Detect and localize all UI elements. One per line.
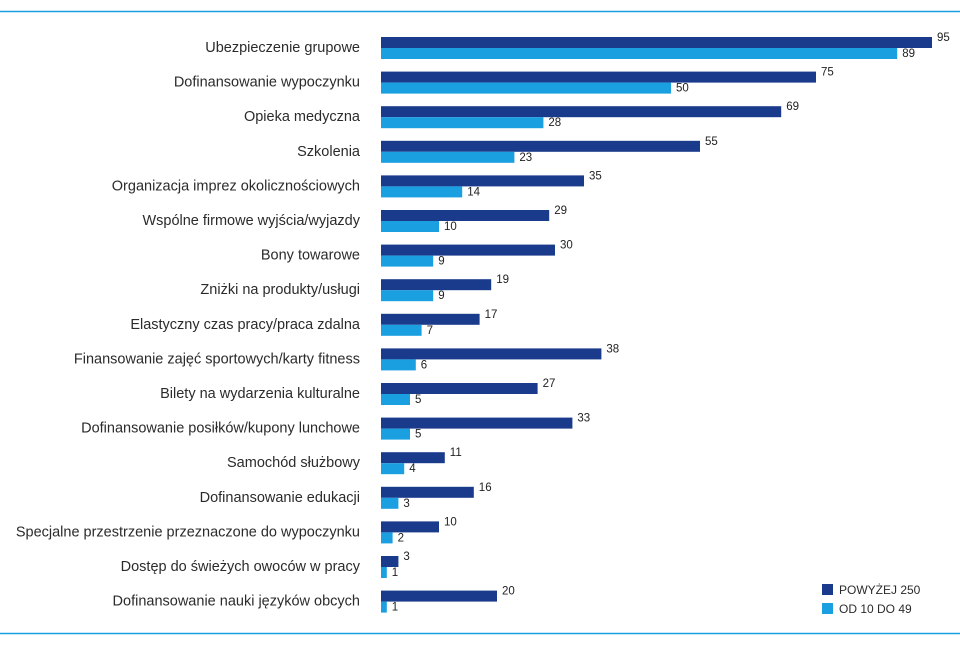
bar-od-10-do-49 xyxy=(381,82,671,94)
category-label: Specjalne przestrzenie przeznaczone do w… xyxy=(16,524,360,540)
category-label: Dofinansowanie nauki języków obcych xyxy=(113,594,360,610)
bar-powyzej-250 xyxy=(381,313,480,325)
bar-od-10-do-49 xyxy=(381,567,387,578)
data-label: 11 xyxy=(450,447,462,459)
category-label: Ubezpieczenie grupowe xyxy=(205,40,360,56)
bar-powyzej-250 xyxy=(381,106,782,118)
data-label: 10 xyxy=(444,516,457,528)
data-label: 5 xyxy=(415,429,421,441)
bar-od-10-do-49 xyxy=(381,428,410,440)
bar-powyzej-250 xyxy=(381,348,602,360)
legend-swatch xyxy=(822,603,833,614)
data-label: 17 xyxy=(485,309,498,321)
category-label: Dostęp do świeżych owoców w pracy xyxy=(121,559,361,575)
data-label: 35 xyxy=(589,170,602,182)
data-label: 1 xyxy=(392,602,398,614)
legend-swatch xyxy=(822,584,833,595)
category-label: Wspólne firmowe wyjścia/wyjazdy xyxy=(142,213,360,229)
data-label: 14 xyxy=(467,186,480,198)
bar-od-10-do-49 xyxy=(381,255,434,267)
legend-label: POWYŻEJ 250 xyxy=(839,583,921,597)
data-label: 55 xyxy=(705,136,718,148)
category-label: Finansowanie zajęć sportowych/karty fitn… xyxy=(74,351,360,367)
data-label: 50 xyxy=(676,83,689,95)
category-label: Dofinansowanie edukacji xyxy=(200,490,360,506)
bar-od-10-do-49 xyxy=(381,601,387,613)
category-label: Elastyczny czas pracy/praca zdalna xyxy=(130,317,361,333)
data-label: 9 xyxy=(438,256,444,268)
bar-od-10-do-49 xyxy=(381,290,434,302)
data-label: 29 xyxy=(554,205,567,217)
bar-od-10-do-49 xyxy=(381,359,416,371)
data-label: 89 xyxy=(902,48,915,60)
data-label: 95 xyxy=(937,32,950,44)
data-label: 3 xyxy=(403,498,409,510)
bar-od-10-do-49 xyxy=(381,117,544,129)
bar-od-10-do-49 xyxy=(381,497,399,509)
data-label: 30 xyxy=(560,240,573,252)
category-label: Dofinansowanie posiłków/kupony lunchowe xyxy=(81,421,360,437)
category-label: Zniżki na produkty/usługi xyxy=(200,282,360,298)
bar-powyzej-250 xyxy=(381,37,932,48)
bar-od-10-do-49 xyxy=(381,221,439,232)
bar-powyzej-250 xyxy=(381,279,492,291)
category-label: Bony towarowe xyxy=(261,248,360,264)
bar-od-10-do-49 xyxy=(381,532,393,544)
bar-od-10-do-49 xyxy=(381,186,463,198)
legend-label: OD 10 DO 49 xyxy=(839,602,912,616)
data-label: 38 xyxy=(606,343,619,355)
data-label: 1 xyxy=(392,567,398,579)
bar-powyzej-250 xyxy=(381,556,399,567)
data-label: 4 xyxy=(409,463,416,475)
data-label: 23 xyxy=(519,152,532,164)
bar-powyzej-250 xyxy=(381,590,497,602)
bar-od-10-do-49 xyxy=(381,48,898,59)
data-label: 5 xyxy=(415,394,421,406)
data-label: 6 xyxy=(421,359,427,371)
data-label: 33 xyxy=(577,413,590,425)
bar-powyzej-250 xyxy=(381,210,550,221)
category-label: Samochód służbowy xyxy=(227,455,361,471)
bar-powyzej-250 xyxy=(381,175,584,187)
bar-od-10-do-49 xyxy=(381,151,515,163)
bar-powyzej-250 xyxy=(381,244,555,256)
bar-powyzej-250 xyxy=(381,452,445,464)
data-label: 69 xyxy=(786,101,799,113)
category-label: Szkolenia xyxy=(297,144,361,160)
data-label: 2 xyxy=(398,532,404,544)
bar-powyzej-250 xyxy=(381,521,439,533)
data-label: 10 xyxy=(444,221,457,233)
bar-powyzej-250 xyxy=(381,140,700,152)
data-label: 9 xyxy=(438,290,444,302)
bar-od-10-do-49 xyxy=(381,324,422,336)
bar-powyzej-250 xyxy=(381,417,573,429)
bar-od-10-do-49 xyxy=(381,463,405,475)
data-label: 20 xyxy=(502,586,515,598)
bar-powyzej-250 xyxy=(381,486,474,498)
category-label: Opieka medyczna xyxy=(244,109,361,125)
data-label: 3 xyxy=(403,551,409,563)
bar-powyzej-250 xyxy=(381,71,816,83)
category-label: Organizacja imprez okolicznościowych xyxy=(112,178,360,194)
data-label: 28 xyxy=(548,117,561,129)
data-label: 27 xyxy=(543,378,556,390)
category-label: Dofinansowanie wypoczynku xyxy=(174,75,360,91)
bar-powyzej-250 xyxy=(381,383,538,394)
data-label: 7 xyxy=(427,325,433,337)
data-label: 16 xyxy=(479,482,492,494)
category-label: Bilety na wydarzenia kulturalne xyxy=(160,386,360,402)
bar-od-10-do-49 xyxy=(381,394,410,405)
data-label: 19 xyxy=(496,274,509,286)
data-label: 75 xyxy=(821,67,834,79)
